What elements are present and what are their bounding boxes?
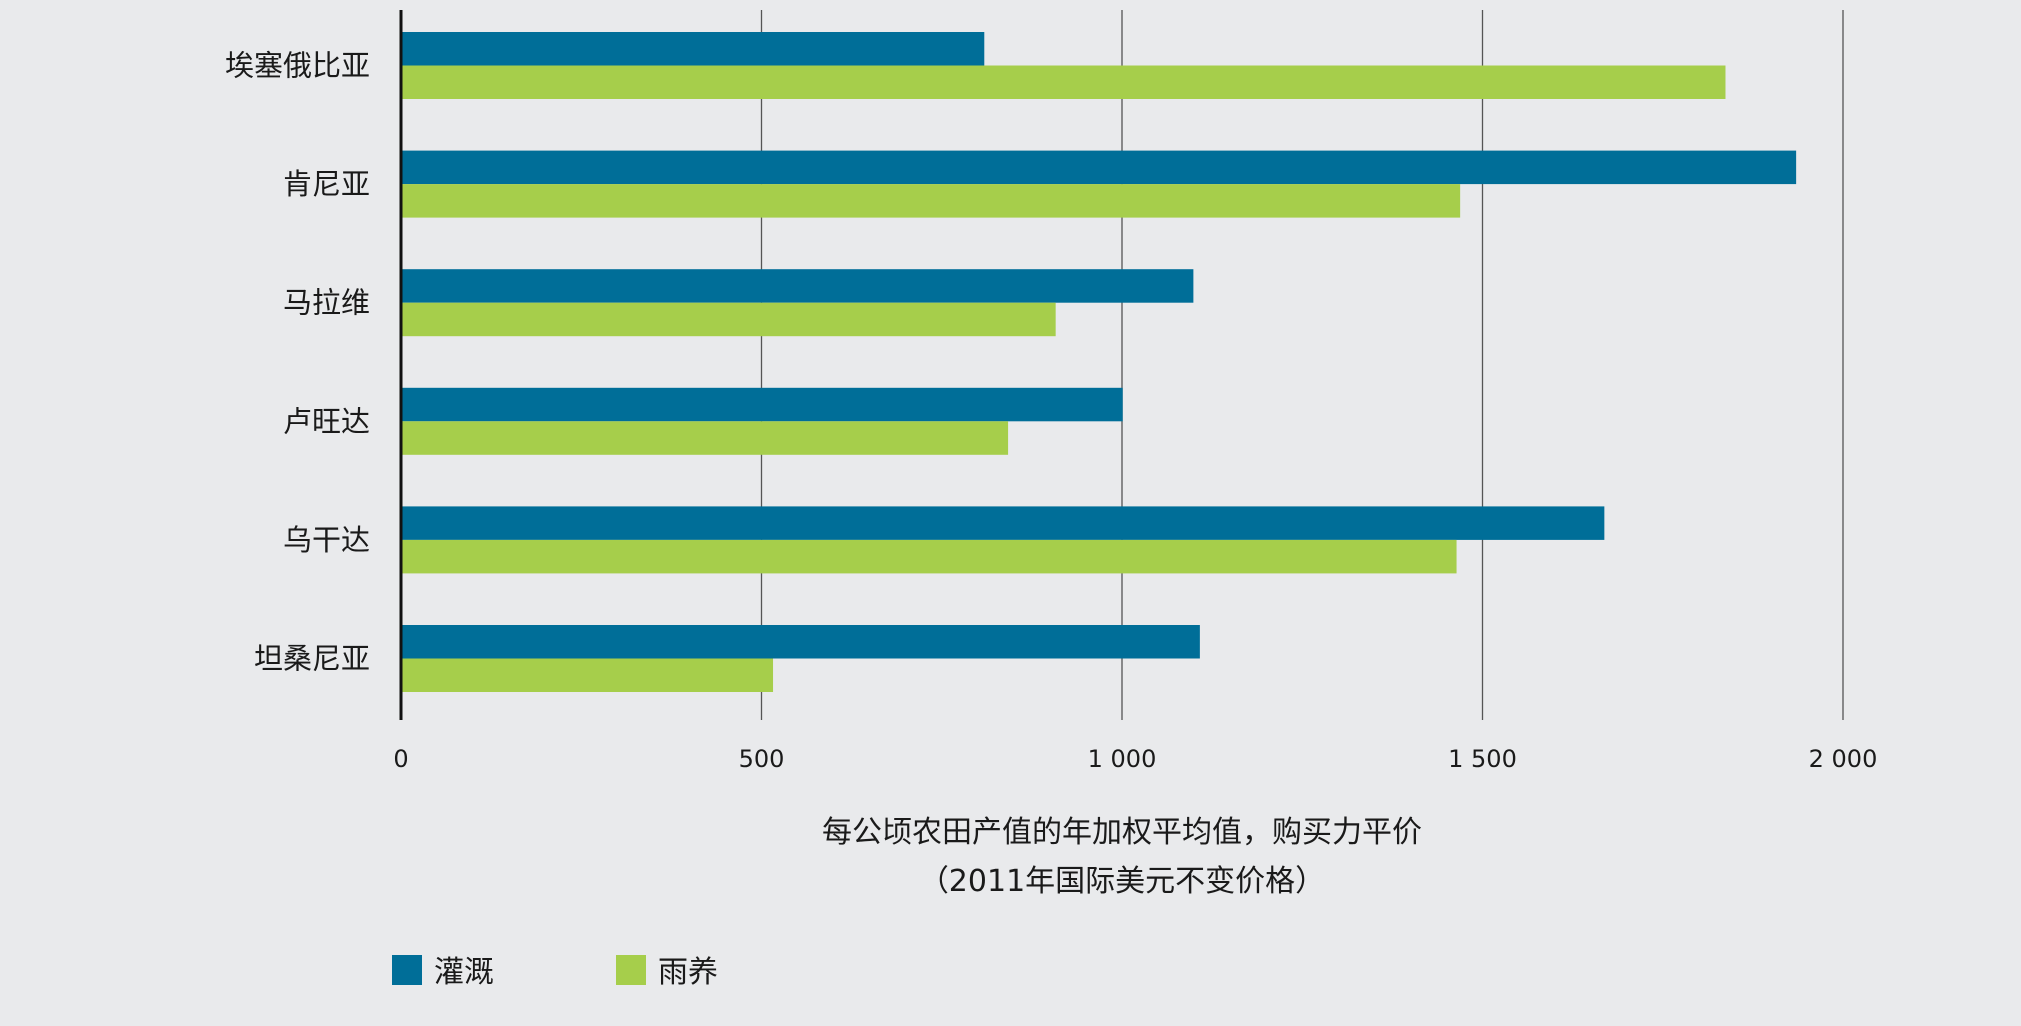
bar-irrigated: [401, 150, 1797, 185]
legend-label: 雨养: [658, 955, 718, 990]
bar-rainfed: [401, 658, 774, 692]
legend: 灌溉 雨养: [392, 955, 718, 990]
x-tick-label: 2 000: [1809, 745, 1878, 773]
bar-rainfed: [401, 184, 1461, 218]
x-tick-label: 500: [739, 745, 785, 773]
x-tick-label: 1 000: [1088, 745, 1157, 773]
category-label: 肯尼亚: [283, 167, 370, 201]
legend-swatch: [616, 955, 646, 985]
legend-swatch: [392, 955, 422, 985]
bar-irrigated: [401, 32, 985, 66]
category-label: 乌干达: [283, 523, 370, 557]
category-label: 马拉维: [283, 286, 370, 320]
legend-label: 灌溉: [434, 955, 494, 990]
x-axis-title-line1: 每公顷农田产值的年加权平均值，购买力平价: [822, 815, 1422, 850]
x-tick-label: 0: [393, 745, 408, 773]
bar-irrigated: [401, 506, 1605, 540]
x-axis-title-line2: （2011年国际美元不变价格）: [919, 864, 1325, 899]
bar-rainfed: [401, 421, 1009, 455]
bar-irrigated: [401, 625, 1200, 659]
bar-irrigated: [401, 269, 1194, 303]
category-label: 卢旺达: [283, 404, 370, 438]
category-label: 埃塞俄比亚: [225, 49, 370, 83]
x-tick-label: 1 500: [1448, 745, 1517, 773]
bar-irrigated: [401, 387, 1123, 422]
bar-rainfed: [401, 65, 1726, 99]
bar-rainfed: [401, 539, 1457, 574]
category-label: 坦桑尼亚: [254, 642, 370, 676]
bar-rainfed: [401, 302, 1056, 337]
